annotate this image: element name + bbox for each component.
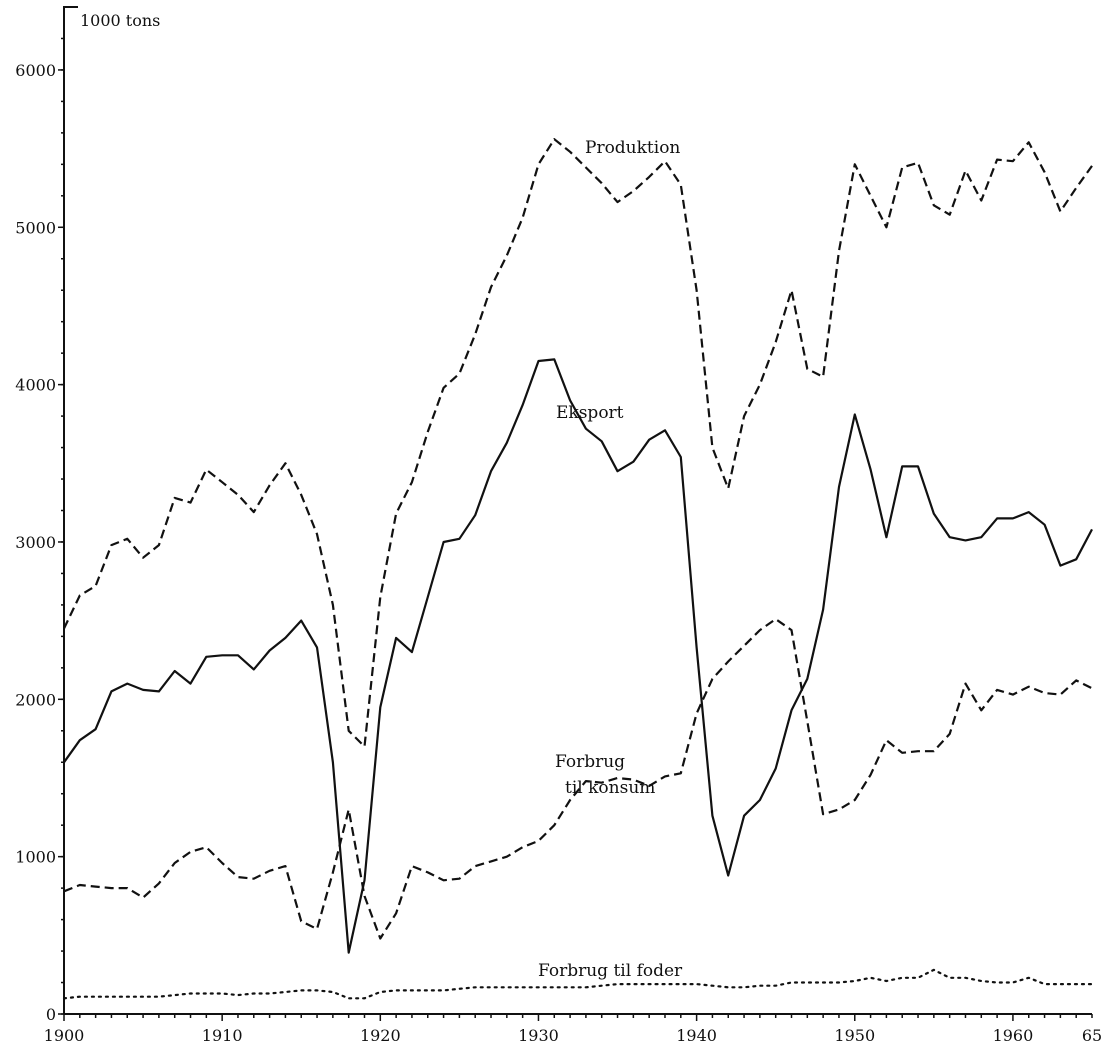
series-label-line: Forbrug [555,752,625,772]
series-layer [62,138,1094,1000]
y-tick-label: 2000 [15,690,56,709]
series-line-eksport [63,358,1093,954]
x-tick-label: 1920 [360,1026,401,1045]
series-label-forbrug-til-foder: Forbrug til foder [538,961,683,981]
y-unit-label: 1000 tons [80,11,160,30]
y-tick-label: 3000 [15,533,56,552]
series-label-line: til konsum [565,778,655,798]
y-tick-label: 5000 [15,218,56,237]
x-tick-label: 1940 [676,1026,717,1045]
series-line-forbrug-til-foder [62,968,1094,1000]
x-tick-label: 1960 [993,1026,1034,1045]
y-tick-label: 4000 [15,376,56,395]
x-tick-label: 65 [1082,1026,1102,1045]
y-tick-label: 6000 [15,61,56,80]
x-tick-label: 1910 [202,1026,243,1045]
y-tick-label: 0 [46,1005,56,1024]
series-line-produktion [63,138,1093,748]
x-tick-label: 1930 [518,1026,559,1045]
y-tick-label: 1000 [15,848,56,867]
y-axis-line [63,6,78,1014]
series-label-eksport: Eksport [556,403,624,423]
x-tick-label: 1900 [44,1026,85,1045]
x-tick-label: 1950 [834,1026,875,1045]
series-label-forbrug-til-konsum: Forbrug til konsum [555,752,655,798]
series-label-produktion: Produktion [585,138,680,158]
axes: 0 1000 2000 3000 4000 5000 6000 1900 1910 1920 193… [15,6,1102,1045]
series-line-forbrug-til-konsum [63,618,1093,940]
